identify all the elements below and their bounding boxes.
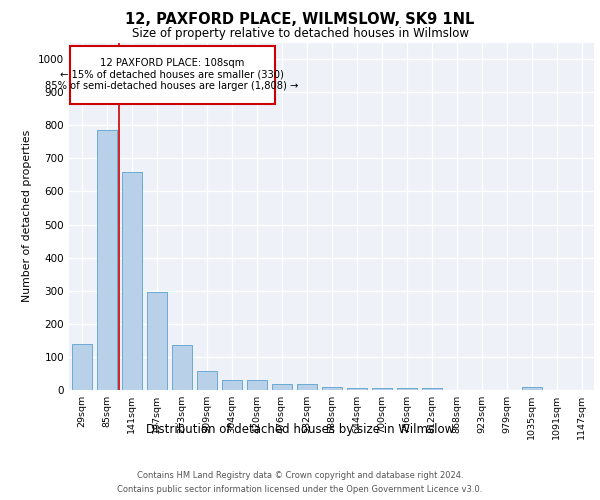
Bar xyxy=(421,388,442,390)
Bar xyxy=(221,380,241,390)
Bar xyxy=(271,384,292,390)
Bar xyxy=(247,380,266,390)
Text: 12, PAXFORD PLACE, WILMSLOW, SK9 1NL: 12, PAXFORD PLACE, WILMSLOW, SK9 1NL xyxy=(125,12,475,28)
Bar xyxy=(121,172,142,390)
Bar xyxy=(371,388,392,390)
Bar xyxy=(397,388,416,390)
Bar xyxy=(172,346,191,390)
Bar xyxy=(146,292,167,390)
Text: 12 PAXFORD PLACE: 108sqm
← 15% of detached houses are smaller (330)
85% of semi-: 12 PAXFORD PLACE: 108sqm ← 15% of detach… xyxy=(46,58,299,92)
Text: Distribution of detached houses by size in Wilmslow: Distribution of detached houses by size … xyxy=(146,422,454,436)
Text: Size of property relative to detached houses in Wilmslow: Size of property relative to detached ho… xyxy=(131,28,469,40)
Bar xyxy=(97,130,116,390)
Bar xyxy=(71,344,91,390)
Y-axis label: Number of detached properties: Number of detached properties xyxy=(22,130,32,302)
Bar xyxy=(296,384,317,390)
Text: Contains HM Land Registry data © Crown copyright and database right 2024.: Contains HM Land Registry data © Crown c… xyxy=(137,471,463,480)
Bar xyxy=(322,386,341,390)
FancyBboxPatch shape xyxy=(70,46,275,104)
Bar xyxy=(521,386,542,390)
Text: Contains public sector information licensed under the Open Government Licence v3: Contains public sector information licen… xyxy=(118,485,482,494)
Bar xyxy=(347,388,367,390)
Bar xyxy=(197,371,217,390)
